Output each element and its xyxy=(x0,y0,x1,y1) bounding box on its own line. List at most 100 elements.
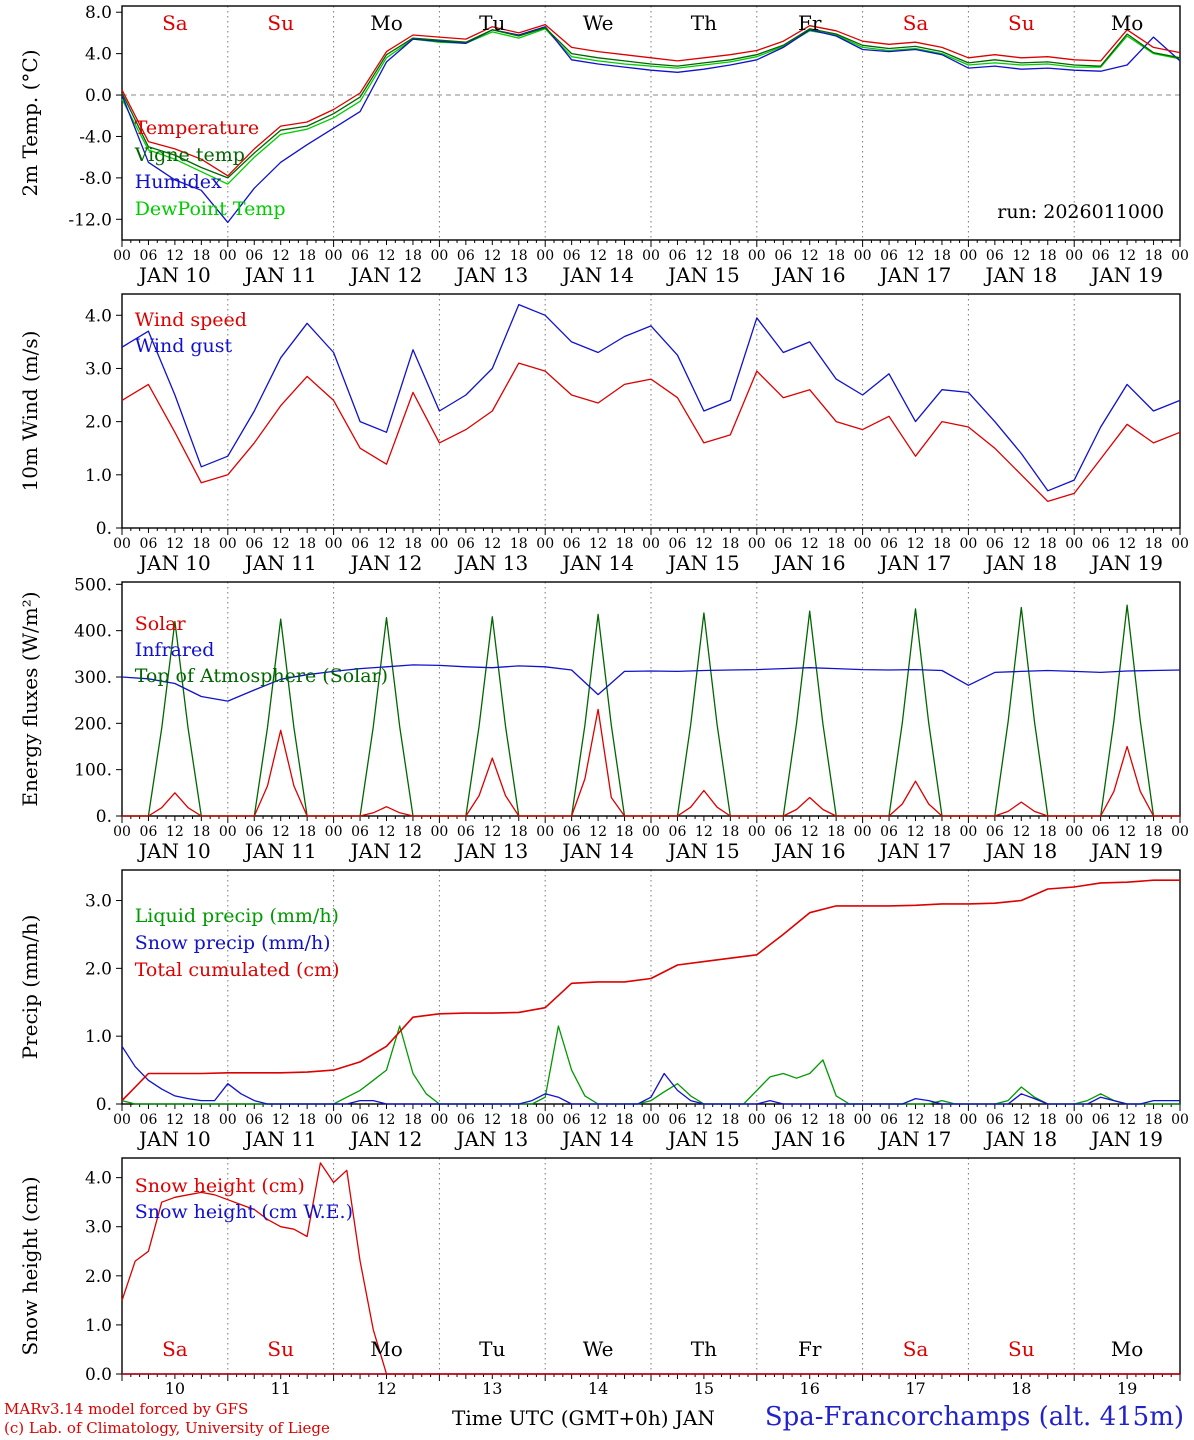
svg-text:18: 18 xyxy=(298,824,316,840)
precip-chart: 3.02.01.00.00 06 12 18 00 06 12 18 00 06 12 18 00 06 1… xyxy=(85,869,1189,1151)
svg-text:JAN 10: JAN 10 xyxy=(137,263,211,287)
svg-text:06: 06 xyxy=(986,248,1004,264)
svg-text:2.0: 2.0 xyxy=(85,413,112,433)
svg-text:06: 06 xyxy=(669,1112,687,1128)
svg-text:18: 18 xyxy=(404,536,422,552)
svg-text:Infrared: Infrared xyxy=(135,639,215,661)
svg-text:18: 18 xyxy=(721,536,739,552)
svg-text:06: 06 xyxy=(563,536,581,552)
svg-text:12: 12 xyxy=(589,248,607,264)
svg-text:06: 06 xyxy=(669,536,687,552)
svg-text:Vigne temp: Vigne temp xyxy=(134,144,245,166)
svg-text:18: 18 xyxy=(510,536,528,552)
svg-text:15: 15 xyxy=(694,1379,714,1398)
svg-text:Wind gust: Wind gust xyxy=(135,335,233,357)
svg-text:12: 12 xyxy=(166,536,184,552)
panel-energy-fluxes: Energy fluxes (W/m²) 500. 400. 300. 200. 100… xyxy=(0,576,1194,864)
svg-text:18: 18 xyxy=(510,248,528,264)
svg-text:12: 12 xyxy=(166,1112,184,1128)
svg-text:JAN 11: JAN 11 xyxy=(243,551,317,575)
svg-text:Su: Su xyxy=(1008,11,1035,35)
svg-text:06: 06 xyxy=(669,248,687,264)
svg-text:18: 18 xyxy=(1145,536,1163,552)
svg-text:12: 12 xyxy=(166,248,184,264)
svg-text:JAN 11: JAN 11 xyxy=(243,263,317,287)
svg-text:06: 06 xyxy=(140,1112,158,1128)
svg-text:JAN 19: JAN 19 xyxy=(1089,263,1163,287)
svg-text:18: 18 xyxy=(827,248,845,264)
svg-text:11: 11 xyxy=(271,1379,291,1398)
svg-text:12: 12 xyxy=(1012,1112,1030,1128)
svg-text:00: 00 xyxy=(430,248,448,264)
svg-text:18: 18 xyxy=(192,248,210,264)
svg-text:Su: Su xyxy=(267,11,294,35)
svg-text:Liquid precip (mm/h): Liquid precip (mm/h) xyxy=(135,905,339,927)
svg-text:-12.0: -12.0 xyxy=(68,210,112,230)
svg-text:18: 18 xyxy=(404,824,422,840)
svg-text:run: 2026011000: run: 2026011000 xyxy=(997,201,1164,223)
svg-text:06: 06 xyxy=(140,824,158,840)
svg-text:00: 00 xyxy=(1171,248,1189,264)
svg-text:06: 06 xyxy=(880,824,898,840)
svg-text:Snow height (cm): Snow height (cm) xyxy=(135,1175,305,1197)
svg-text:18: 18 xyxy=(616,248,634,264)
svg-text:JAN 15: JAN 15 xyxy=(666,551,740,575)
svg-text:00: 00 xyxy=(642,248,660,264)
svg-text:12: 12 xyxy=(1118,248,1136,264)
svg-text:JAN 16: JAN 16 xyxy=(772,551,846,575)
svg-text:4.0: 4.0 xyxy=(85,45,112,65)
svg-text:00: 00 xyxy=(430,1112,448,1128)
y-axis-label-snow: Snow height (cm) xyxy=(18,1176,42,1356)
svg-text:Fr: Fr xyxy=(798,1337,822,1361)
svg-text:06: 06 xyxy=(563,248,581,264)
svg-text:Top of Atmosphere (Solar): Top of Atmosphere (Solar) xyxy=(135,665,388,687)
svg-text:JAN 11: JAN 11 xyxy=(243,839,317,863)
svg-text:06: 06 xyxy=(880,536,898,552)
svg-text:JAN 17: JAN 17 xyxy=(878,263,952,287)
svg-text:06: 06 xyxy=(140,248,158,264)
svg-text:00: 00 xyxy=(959,536,977,552)
svg-text:Mo: Mo xyxy=(1111,11,1144,35)
svg-text:12: 12 xyxy=(378,536,396,552)
svg-text:0.: 0. xyxy=(96,807,112,827)
svg-text:500.: 500. xyxy=(74,576,112,595)
svg-text:12: 12 xyxy=(1012,824,1030,840)
svg-text:06: 06 xyxy=(351,536,369,552)
svg-text:06: 06 xyxy=(880,1112,898,1128)
svg-text:JAN 16: JAN 16 xyxy=(772,839,846,863)
svg-text:12: 12 xyxy=(272,824,290,840)
svg-text:12: 12 xyxy=(1118,1112,1136,1128)
svg-text:JAN 11: JAN 11 xyxy=(243,1127,317,1151)
svg-text:00: 00 xyxy=(854,1112,872,1128)
svg-text:06: 06 xyxy=(457,248,475,264)
svg-text:00: 00 xyxy=(1171,824,1189,840)
svg-text:00: 00 xyxy=(1171,536,1189,552)
svg-text:06: 06 xyxy=(774,248,792,264)
svg-text:JAN 12: JAN 12 xyxy=(349,1127,423,1151)
svg-text:JAN 13: JAN 13 xyxy=(454,839,528,863)
svg-text:JAN 12: JAN 12 xyxy=(349,551,423,575)
svg-text:12: 12 xyxy=(589,536,607,552)
svg-text:00: 00 xyxy=(1171,1112,1189,1128)
svg-text:06: 06 xyxy=(986,824,1004,840)
svg-text:-4.0: -4.0 xyxy=(79,127,112,147)
svg-text:13: 13 xyxy=(482,1379,502,1398)
svg-text:00: 00 xyxy=(642,1112,660,1128)
svg-text:DewPoint Temp: DewPoint Temp xyxy=(135,198,286,220)
svg-text:12: 12 xyxy=(589,1112,607,1128)
svg-text:00: 00 xyxy=(113,824,131,840)
svg-text:1.0: 1.0 xyxy=(85,1316,112,1336)
svg-text:18: 18 xyxy=(1011,1379,1031,1398)
svg-text:400.: 400. xyxy=(74,622,112,642)
svg-text:00: 00 xyxy=(219,248,237,264)
svg-text:Solar: Solar xyxy=(135,613,187,635)
svg-text:JAN 19: JAN 19 xyxy=(1089,1127,1163,1151)
svg-text:0.0: 0.0 xyxy=(85,86,112,106)
svg-text:18: 18 xyxy=(1039,1112,1057,1128)
svg-text:JAN 19: JAN 19 xyxy=(1089,551,1163,575)
svg-text:12: 12 xyxy=(272,536,290,552)
svg-text:JAN 19: JAN 19 xyxy=(1089,839,1163,863)
time-axis-title: Time UTC (GMT+0h) JAN xyxy=(452,1406,715,1430)
svg-text:JAN 16: JAN 16 xyxy=(772,263,846,287)
svg-text:Th: Th xyxy=(691,1337,717,1361)
